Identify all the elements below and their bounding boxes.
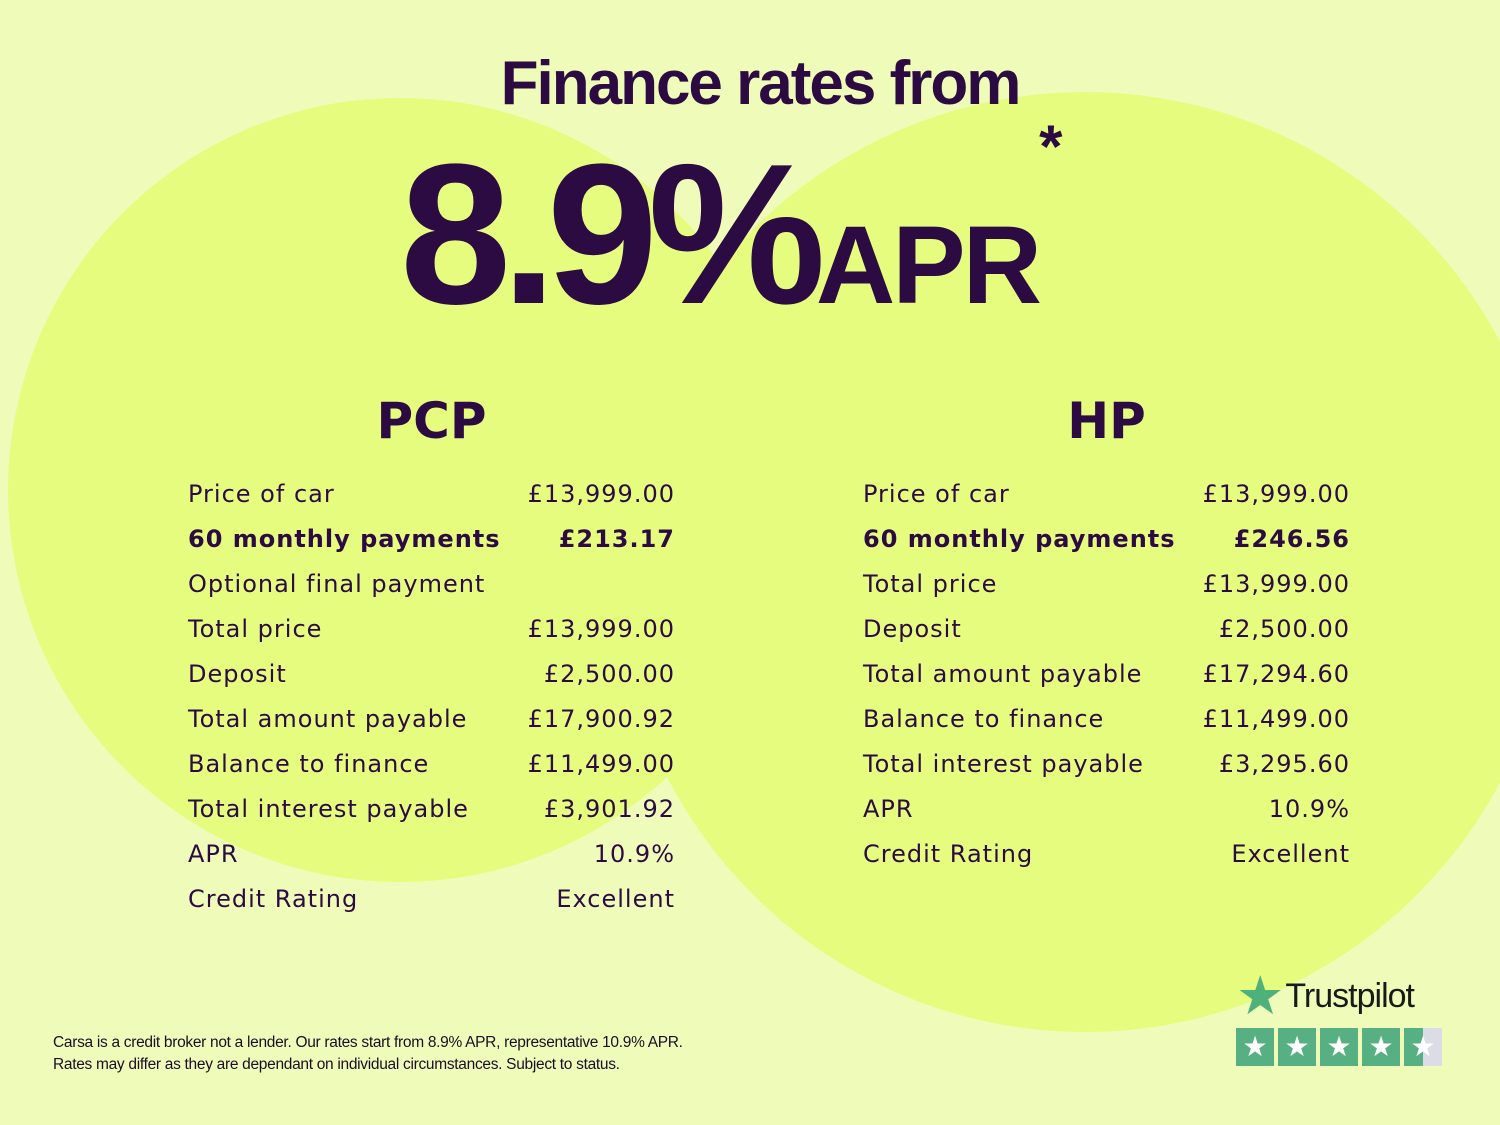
row-label: Total amount payable	[863, 660, 1143, 688]
disclaimer-line-1: Carsa is a credit broker not a lender. O…	[53, 1034, 683, 1051]
star-icon: ★	[1278, 1028, 1316, 1066]
table-row: APR 10.9%	[188, 832, 675, 877]
table-row: Total interest payable £3,295.60	[863, 742, 1350, 787]
table-row: Deposit £2,500.00	[863, 607, 1350, 652]
hp-heading: HP	[1067, 392, 1146, 450]
table-row: Deposit £2,500.00	[188, 652, 675, 697]
trustpilot-name: Trustpilot	[1285, 976, 1415, 1015]
row-label: Balance to finance	[863, 705, 1105, 733]
row-value: £11,499.00	[1202, 705, 1350, 733]
table-row: Total amount payable £17,900.92	[188, 697, 675, 742]
star-icon: ★	[1404, 1028, 1442, 1066]
table-row: APR 10.9%	[863, 787, 1350, 832]
table-row: 60 monthly payments £213.17	[188, 517, 675, 562]
row-value: £13,999.00	[1202, 570, 1350, 598]
row-value: £2,500.00	[543, 660, 675, 688]
row-label: Optional final payment	[188, 570, 486, 598]
row-label: Deposit	[863, 615, 962, 643]
row-value: 10.9%	[1268, 795, 1350, 823]
star-icon: ★	[1320, 1028, 1358, 1066]
table-row: Total price £13,999.00	[863, 562, 1350, 607]
rate-value: 8.9%	[400, 123, 826, 346]
row-value: 10.9%	[593, 840, 675, 868]
row-label: APR	[188, 840, 239, 868]
table-row: Total amount payable £17,294.60	[863, 652, 1350, 697]
row-label: Total price	[188, 615, 323, 643]
table-row: Price of car £13,999.00	[863, 472, 1350, 517]
trustpilot-badge: ★ Trustpilot ★ ★ ★ ★ ★	[1236, 966, 1442, 1066]
star-icon: ★	[1362, 1028, 1400, 1066]
apr-label: APR	[815, 204, 1042, 327]
row-value: £246.56	[1233, 525, 1350, 553]
row-value: £11,499.00	[527, 750, 675, 778]
star-icon: ★	[1236, 1028, 1274, 1066]
trustpilot-rating: ★ ★ ★ ★ ★	[1236, 1028, 1442, 1066]
table-row: Price of car £13,999.00	[188, 472, 675, 517]
row-label: Balance to finance	[188, 750, 430, 778]
row-label: 60 monthly payments	[863, 525, 1176, 553]
row-value: £13,999.00	[527, 480, 675, 508]
table-row: Total price £13,999.00	[188, 607, 675, 652]
row-value: £213.17	[558, 525, 675, 553]
row-label: Total interest payable	[863, 750, 1144, 778]
table-row: 60 monthly payments £246.56	[863, 517, 1350, 562]
row-value: £17,294.60	[1202, 660, 1350, 688]
row-label: Price of car	[863, 480, 1010, 508]
decorative-circle-right	[615, 92, 1500, 1032]
row-label: APR	[863, 795, 914, 823]
row-label: Total price	[863, 570, 998, 598]
headline-title: Finance rates from	[500, 49, 1022, 118]
star-icon: ★	[1236, 966, 1284, 1026]
pcp-table: PCP Price of car £13,999.00 60 monthly pay…	[188, 390, 675, 922]
row-label: Deposit	[188, 660, 287, 688]
table-row: Balance to finance £11,499.00	[188, 742, 675, 787]
table-row: Optional final payment	[188, 562, 675, 607]
row-value: Excellent	[556, 885, 675, 913]
headline-rate: 8.9%APR *	[400, 113, 1062, 350]
disclaimer-line-2: Rates may differ as they are dependant o…	[53, 1056, 620, 1073]
row-value: £3,295.60	[1218, 750, 1350, 778]
row-value: £3,901.92	[543, 795, 675, 823]
row-value: £13,999.00	[527, 615, 675, 643]
row-value: £13,999.00	[1202, 480, 1350, 508]
asterisk: *	[1039, 113, 1063, 180]
table-row: Credit Rating Excellent	[188, 877, 675, 922]
row-label: 60 monthly payments	[188, 525, 501, 553]
row-label: Total interest payable	[188, 795, 469, 823]
row-value: £2,500.00	[1218, 615, 1350, 643]
row-label: Credit Rating	[188, 885, 359, 913]
row-label: Total amount payable	[188, 705, 468, 733]
row-label: Price of car	[188, 480, 335, 508]
hp-table: HP Price of car £13,999.00 60 monthly paym…	[863, 390, 1350, 877]
table-row: Balance to finance £11,499.00	[863, 697, 1350, 742]
disclaimer: Carsa is a credit broker not a lender. O…	[53, 1032, 683, 1076]
table-row: Total interest payable £3,901.92	[188, 787, 675, 832]
row-value: Excellent	[1231, 840, 1350, 868]
trustpilot-logo: ★ Trustpilot	[1236, 966, 1442, 1026]
table-row: Credit Rating Excellent	[863, 832, 1350, 877]
pcp-heading: PCP	[376, 392, 487, 450]
row-label: Credit Rating	[863, 840, 1034, 868]
row-value: £17,900.92	[527, 705, 675, 733]
